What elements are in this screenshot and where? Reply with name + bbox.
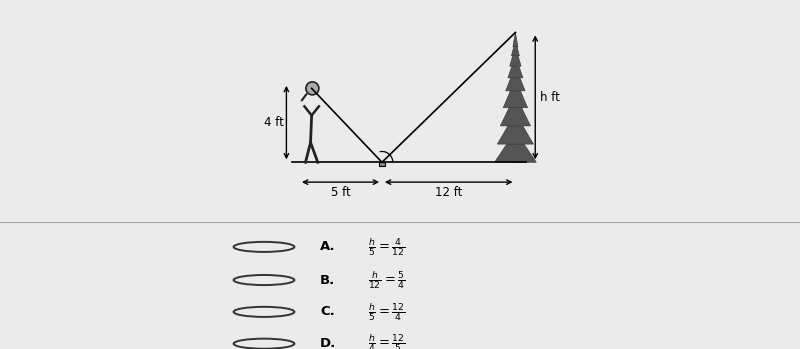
Polygon shape [513,32,518,47]
Text: C.: C. [320,305,334,318]
Text: D.: D. [320,337,336,349]
Polygon shape [510,47,521,66]
Bar [378,162,386,166]
Text: $\frac{h}{12} = \frac{5}{4}$: $\frac{h}{12} = \frac{5}{4}$ [368,269,406,291]
Polygon shape [498,113,534,144]
Bar [513,154,518,162]
Text: B.: B. [320,274,335,287]
Polygon shape [506,66,525,91]
Polygon shape [494,131,536,162]
Polygon shape [503,79,528,108]
Text: $\frac{h}{4} = \frac{12}{5}$: $\frac{h}{4} = \frac{12}{5}$ [368,333,406,349]
Circle shape [306,82,319,95]
Text: 4 ft: 4 ft [264,116,284,129]
Polygon shape [508,56,523,78]
Text: 5 ft: 5 ft [330,186,350,199]
Text: h ft: h ft [541,91,560,104]
Text: 12 ft: 12 ft [435,186,462,199]
Polygon shape [500,95,530,126]
Text: $\frac{h}{5} = \frac{12}{4}$: $\frac{h}{5} = \frac{12}{4}$ [368,301,406,322]
Text: A.: A. [320,240,336,253]
Polygon shape [511,40,519,56]
Text: $\frac{h}{5} = \frac{4}{12}$: $\frac{h}{5} = \frac{4}{12}$ [368,236,406,258]
